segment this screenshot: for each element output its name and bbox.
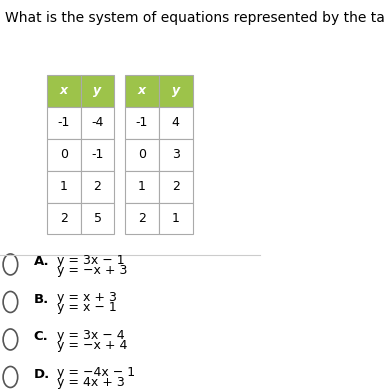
Text: 0: 0 bbox=[138, 148, 146, 161]
FancyBboxPatch shape bbox=[47, 203, 81, 235]
Text: x: x bbox=[60, 84, 68, 98]
Text: 1: 1 bbox=[60, 180, 68, 193]
Text: 5: 5 bbox=[94, 212, 101, 225]
FancyBboxPatch shape bbox=[81, 203, 114, 235]
FancyBboxPatch shape bbox=[81, 107, 114, 139]
Text: y = x − 1: y = x − 1 bbox=[57, 301, 117, 314]
Text: C.: C. bbox=[34, 330, 48, 343]
Text: y = 3x − 1: y = 3x − 1 bbox=[57, 254, 125, 267]
Text: 2: 2 bbox=[94, 180, 101, 193]
Text: y = −4x − 1: y = −4x − 1 bbox=[57, 366, 135, 380]
Text: 0: 0 bbox=[60, 148, 68, 161]
Text: 4: 4 bbox=[172, 116, 180, 130]
FancyBboxPatch shape bbox=[47, 171, 81, 203]
FancyBboxPatch shape bbox=[81, 171, 114, 203]
Text: What is the system of equations represented by the tables?: What is the system of equations represen… bbox=[5, 11, 384, 25]
Text: x: x bbox=[138, 84, 146, 98]
FancyBboxPatch shape bbox=[47, 139, 81, 171]
FancyBboxPatch shape bbox=[47, 107, 81, 139]
Text: -1: -1 bbox=[58, 116, 70, 130]
Text: D.: D. bbox=[34, 368, 50, 380]
Text: y: y bbox=[172, 84, 180, 98]
Text: 1: 1 bbox=[172, 212, 180, 225]
Text: 2: 2 bbox=[172, 180, 180, 193]
FancyBboxPatch shape bbox=[125, 171, 159, 203]
Text: y = 3x − 4: y = 3x − 4 bbox=[57, 329, 125, 342]
FancyBboxPatch shape bbox=[81, 139, 114, 171]
Text: y: y bbox=[93, 84, 102, 98]
Text: -1: -1 bbox=[91, 148, 104, 161]
FancyBboxPatch shape bbox=[159, 107, 192, 139]
FancyBboxPatch shape bbox=[81, 75, 114, 107]
Text: 2: 2 bbox=[138, 212, 146, 225]
FancyBboxPatch shape bbox=[125, 139, 159, 171]
Text: A.: A. bbox=[34, 255, 50, 268]
FancyBboxPatch shape bbox=[159, 75, 192, 107]
Text: 3: 3 bbox=[172, 148, 180, 161]
Text: y = −x + 3: y = −x + 3 bbox=[57, 264, 127, 277]
FancyBboxPatch shape bbox=[125, 203, 159, 235]
Text: y = −x + 4: y = −x + 4 bbox=[57, 339, 127, 352]
Text: 1: 1 bbox=[138, 180, 146, 193]
Text: -4: -4 bbox=[91, 116, 104, 130]
FancyBboxPatch shape bbox=[159, 139, 192, 171]
FancyBboxPatch shape bbox=[159, 171, 192, 203]
Text: -1: -1 bbox=[136, 116, 148, 130]
FancyBboxPatch shape bbox=[125, 75, 159, 107]
Text: y = x + 3: y = x + 3 bbox=[57, 291, 117, 305]
FancyBboxPatch shape bbox=[47, 75, 81, 107]
FancyBboxPatch shape bbox=[125, 107, 159, 139]
Text: y = 4x + 3: y = 4x + 3 bbox=[57, 376, 125, 389]
Text: 2: 2 bbox=[60, 212, 68, 225]
Text: B.: B. bbox=[34, 293, 49, 306]
FancyBboxPatch shape bbox=[159, 203, 192, 235]
